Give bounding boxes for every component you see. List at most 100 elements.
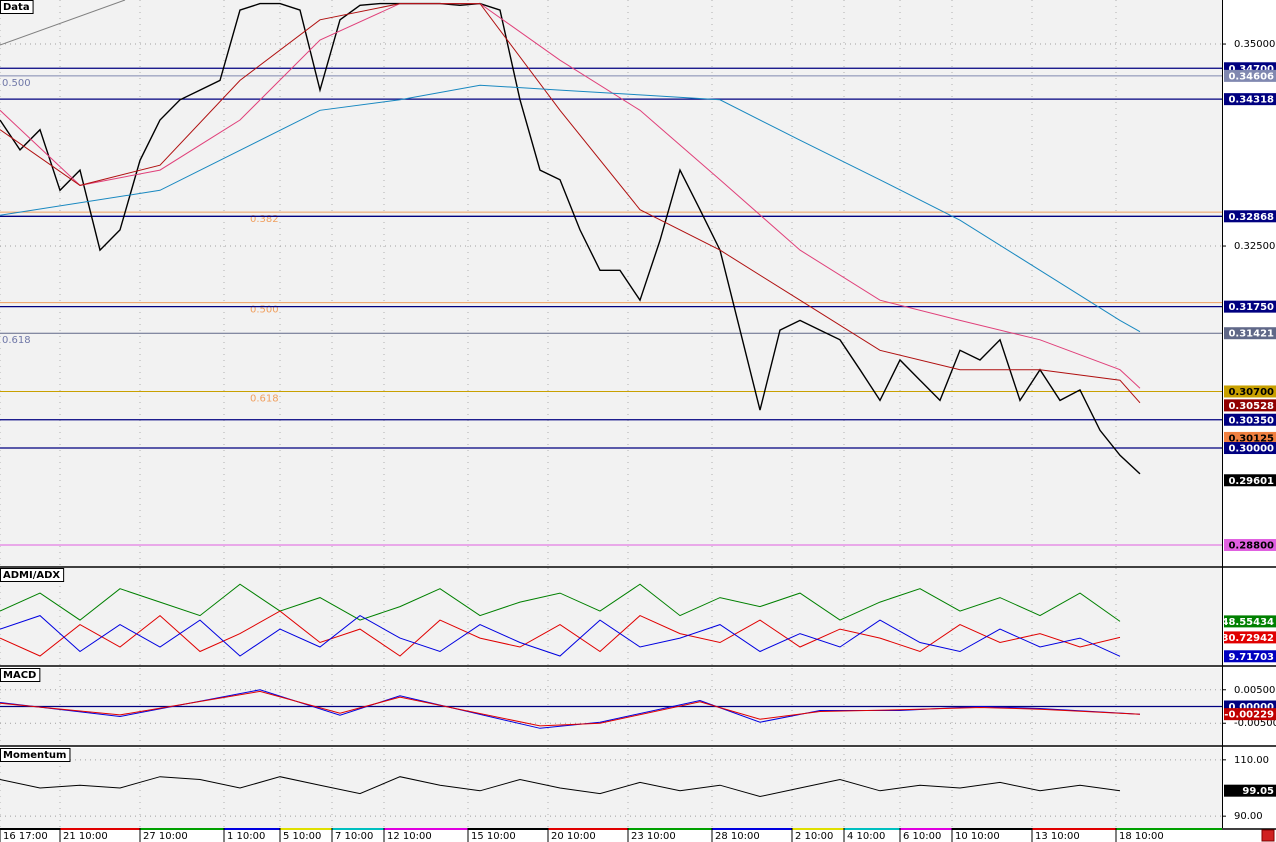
y-tick-label: 0.35000 xyxy=(1234,39,1275,50)
series-line xyxy=(0,2,1141,475)
price-tag-label: 0.28800 xyxy=(1228,540,1274,551)
price-tag-label: 0.00000 xyxy=(1228,702,1274,713)
time-strip xyxy=(952,828,1032,830)
x-tick-label: 23 10:00 xyxy=(631,831,676,842)
fib-label: 0.382 xyxy=(250,214,279,225)
price-tag-label: 0.30125 xyxy=(1228,433,1274,444)
x-tick-label: 2 10:00 xyxy=(795,831,833,842)
time-strip xyxy=(628,828,712,830)
price-tag xyxy=(1224,538,1276,551)
panel-title-box xyxy=(0,668,41,682)
series-line xyxy=(0,583,1121,622)
time-strip xyxy=(1116,828,1222,830)
panel: 0.500 0.618 0.382 0.500 0.618 xyxy=(0,0,1222,566)
time-strip xyxy=(548,828,628,830)
panel-backgrounds xyxy=(0,0,1222,828)
time-strip xyxy=(792,828,844,830)
x-tick-label: 4 10:00 xyxy=(847,831,885,842)
price-tag xyxy=(1224,385,1276,398)
y-tick-label: 110.00 xyxy=(1234,755,1269,766)
price-tag-label: 9.71703 xyxy=(1228,652,1274,663)
panel-title-box xyxy=(0,568,65,582)
panel-title: Data xyxy=(3,2,30,13)
corner-button xyxy=(1261,829,1275,842)
time-strip xyxy=(0,828,60,830)
series-line xyxy=(0,610,1121,657)
time-strip xyxy=(1032,828,1116,830)
price-tag-label: 0.34700 xyxy=(1228,64,1274,75)
price-tag-label: 0.31421 xyxy=(1228,329,1274,340)
price-tag-label: 0.30350 xyxy=(1228,415,1274,426)
price-tag xyxy=(1224,431,1276,444)
time-strip xyxy=(900,828,952,830)
x-tick-label: 5 10:00 xyxy=(283,831,321,842)
x-tick-label: 13 10:00 xyxy=(1035,831,1080,842)
price-tag xyxy=(1224,708,1276,721)
panel-title: MACD xyxy=(3,670,36,681)
price-tag-label: 0.29601 xyxy=(1228,476,1274,487)
panel-title: ADMI/ADX xyxy=(3,570,60,581)
price-tag xyxy=(1224,300,1276,313)
panel-title-box xyxy=(0,0,34,14)
price-tag-label: 30.72942 xyxy=(1221,633,1274,644)
price-tag xyxy=(1224,69,1276,82)
series-line xyxy=(0,689,1141,729)
x-tick-label: 15 10:00 xyxy=(471,831,516,842)
panel-title: Momentum xyxy=(3,750,66,761)
series-line xyxy=(0,84,1141,333)
time-strip xyxy=(60,828,140,830)
panel-bg xyxy=(0,0,1222,566)
panel-title-box xyxy=(0,748,71,762)
time-strip xyxy=(712,828,792,830)
time-strip xyxy=(332,828,384,830)
fib-label: 0.618 xyxy=(2,335,31,346)
y-tick-label: 0.00500 xyxy=(1234,685,1275,696)
time-strip xyxy=(140,828,224,830)
series-line xyxy=(0,3,1141,404)
time-strip xyxy=(280,828,332,830)
time-strip xyxy=(468,828,548,830)
price-tag xyxy=(1224,784,1276,797)
series-line xyxy=(0,776,1121,798)
price-tag-label: -0.00229 xyxy=(1224,710,1274,721)
price-tag xyxy=(1224,615,1276,628)
series-line xyxy=(0,690,1141,727)
panel xyxy=(0,748,1222,828)
panel xyxy=(0,568,1121,665)
price-tag xyxy=(1224,413,1276,426)
panel-bg xyxy=(0,568,1222,665)
price-tag-label: 0.34606 xyxy=(1228,71,1274,82)
price-tag-label: 0.30700 xyxy=(1228,387,1274,398)
panel-bg xyxy=(0,748,1222,828)
price-tag-label: 0.30000 xyxy=(1228,444,1274,455)
series-line xyxy=(0,3,1141,389)
x-tick-label: 1 10:00 xyxy=(227,831,265,842)
price-tag-label: 0.34318 xyxy=(1228,95,1274,106)
price-tag xyxy=(1224,650,1276,663)
fib-label: 0.618 xyxy=(250,393,279,404)
x-tick-label: 28 10:00 xyxy=(715,831,760,842)
x-tick-label: 21 10:00 xyxy=(63,831,108,842)
price-tag xyxy=(1224,210,1276,223)
time-strip xyxy=(844,828,900,830)
y-tick-label: 0.32500 xyxy=(1234,241,1275,252)
price-tag xyxy=(1224,62,1276,75)
price-tag-label: 0.30528 xyxy=(1228,401,1274,412)
x-tick-label: 7 10:00 xyxy=(335,831,373,842)
price-tag xyxy=(1224,399,1276,412)
price-tag xyxy=(1224,93,1276,106)
price-tag-label: 48.55434 xyxy=(1221,617,1274,628)
x-tick-label: 16 17:00 xyxy=(3,831,48,842)
price-tag-label: 0.32868 xyxy=(1228,212,1274,223)
x-tick-label: 10 10:00 xyxy=(955,831,1000,842)
series-line xyxy=(0,615,1121,657)
fib-label: 0.500 xyxy=(250,305,279,316)
price-tag xyxy=(1224,327,1276,340)
price-tag-label: 99.05 xyxy=(1242,786,1274,797)
trend-line xyxy=(0,0,126,46)
y-tick-label: -0.00500 xyxy=(1234,718,1276,729)
x-tick-label: 27 10:00 xyxy=(143,831,188,842)
y-tick-label: 90.00 xyxy=(1234,811,1263,822)
panel xyxy=(0,668,1222,745)
time-strip xyxy=(384,828,468,830)
